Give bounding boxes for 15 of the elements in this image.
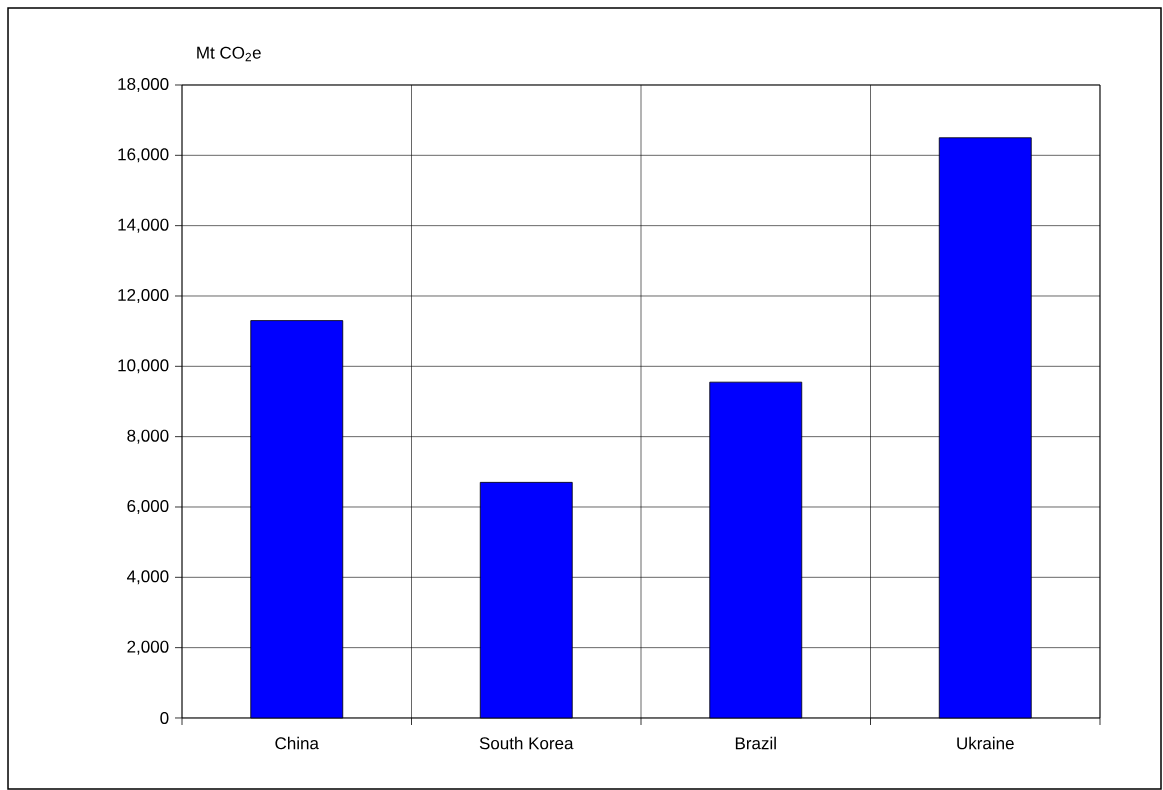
x-tick-label: China bbox=[275, 736, 319, 750]
y-axis-title: Mt CO$_{2}$e bbox=[197, 46, 261, 62]
y-tick-label: 18,000 bbox=[118, 77, 169, 93]
x-tick-label: South Korea bbox=[479, 736, 574, 750]
x-tick-label: Ukraine bbox=[957, 736, 1014, 750]
x-tick-label: Brazil bbox=[735, 736, 776, 750]
y-tick-label: 2,000 bbox=[127, 640, 169, 655]
y-tick-label: 0 bbox=[160, 711, 169, 725]
y-tick-label: 16,000 bbox=[118, 148, 169, 163]
y-tick-label: 4,000 bbox=[126, 570, 169, 585]
y-tick-label: 14,000 bbox=[118, 218, 169, 233]
y-tick-label: 6,000 bbox=[127, 499, 169, 515]
y-tick-label: 8,000 bbox=[127, 429, 169, 444]
y-tick-label: 10,000 bbox=[118, 359, 169, 374]
y-tick-label: 12,000 bbox=[118, 288, 169, 304]
